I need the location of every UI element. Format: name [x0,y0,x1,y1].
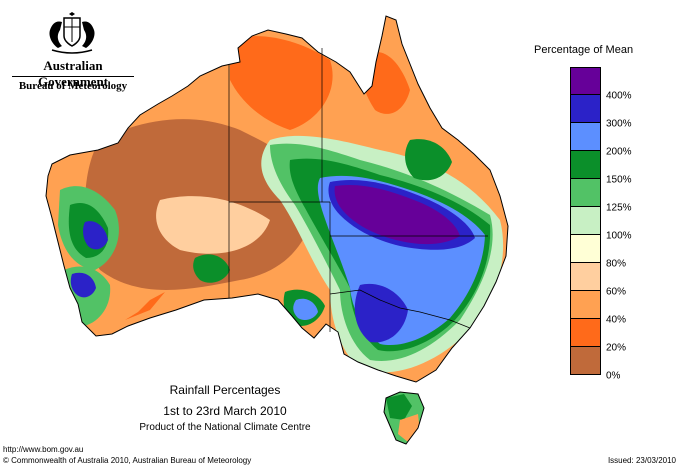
legend-swatch [570,291,601,319]
legend-swatch [570,179,601,207]
legend-swatch [570,151,601,179]
legend-swatch [570,263,601,291]
coat-of-arms-icon [49,12,95,54]
legend-label: 40% [606,314,627,326]
legend-swatch [570,347,601,375]
legend-label: 400% [606,90,632,102]
website-link[interactable]: http://www.bom.gov.au [3,445,84,454]
issued-date: Issued: 23/03/2010 [607,456,676,465]
copyright-notice: © Commonwealth of Australia 2010, Austra… [3,456,252,465]
header-divider [12,76,134,77]
legend-label: 150% [606,174,632,186]
legend-swatch [570,319,601,347]
legend-label: 0% [606,370,621,382]
legend-label: 125% [606,202,632,214]
legend-title: Percentage of Mean [534,44,634,56]
legend-swatch [570,235,601,263]
legend-color-bar [570,67,601,375]
legend-swatch [570,67,601,95]
map-product-note: Product of the National Climate Centre [139,422,311,433]
legend-swatch [570,123,601,151]
legend-label: 200% [606,146,632,158]
legend-label: 300% [606,118,632,130]
legend-label: 80% [606,258,627,270]
map-title: Rainfall Percentages [169,383,281,397]
map-date-range: 1st to 23rd March 2010 [163,404,287,418]
legend-swatch [570,95,601,123]
legend-swatch [570,207,601,235]
legend-label: 100% [606,230,632,242]
bureau-title: Bureau of Meteorology [18,80,128,92]
legend-label: 60% [606,286,627,298]
government-title: Australian Government [37,58,109,89]
legend-label: 20% [606,342,627,354]
